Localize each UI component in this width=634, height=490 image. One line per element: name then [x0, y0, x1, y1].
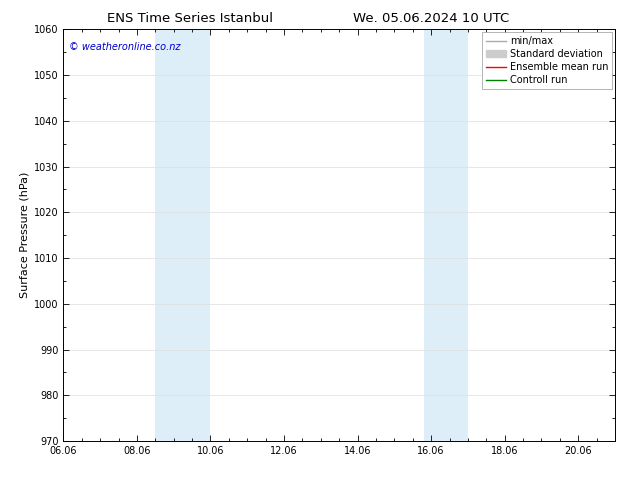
Y-axis label: Surface Pressure (hPa): Surface Pressure (hPa) — [20, 172, 30, 298]
Text: We. 05.06.2024 10 UTC: We. 05.06.2024 10 UTC — [353, 12, 509, 25]
Text: © weatheronline.co.nz: © weatheronline.co.nz — [69, 42, 181, 52]
Bar — [155, 29, 210, 441]
Text: ENS Time Series Istanbul: ENS Time Series Istanbul — [107, 12, 273, 25]
Bar — [424, 29, 468, 441]
Legend: min/max, Standard deviation, Ensemble mean run, Controll run: min/max, Standard deviation, Ensemble me… — [482, 32, 612, 89]
